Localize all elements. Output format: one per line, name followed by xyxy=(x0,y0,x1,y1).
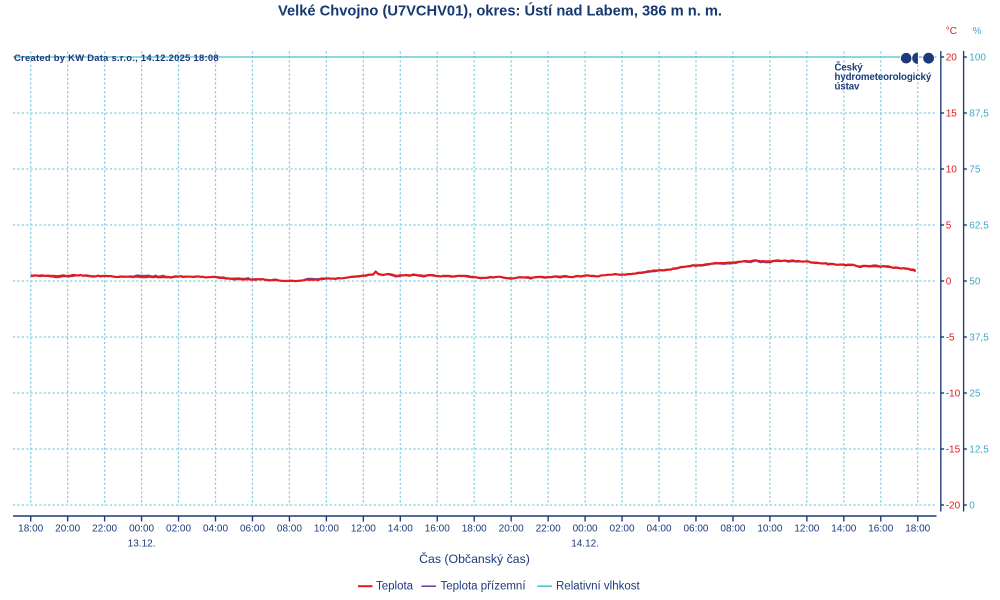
svg-text:20: 20 xyxy=(946,53,958,64)
svg-text:06:00: 06:00 xyxy=(240,524,265,535)
svg-text:16:00: 16:00 xyxy=(868,524,893,535)
svg-text:22:00: 22:00 xyxy=(92,524,117,535)
svg-text:18:00: 18:00 xyxy=(905,524,930,535)
svg-text:20:00: 20:00 xyxy=(55,524,80,535)
svg-text:-10: -10 xyxy=(946,389,961,400)
svg-text:Velké Chvojno (U7VCHV01), okre: Velké Chvojno (U7VCHV01), okres: Ústí na… xyxy=(278,2,722,20)
svg-text:14:00: 14:00 xyxy=(831,524,856,535)
svg-text:Teplota přízemní: Teplota přízemní xyxy=(441,581,527,593)
svg-text:02:00: 02:00 xyxy=(610,524,635,535)
svg-text:0: 0 xyxy=(946,277,952,288)
svg-text:00:00: 00:00 xyxy=(573,524,598,535)
svg-text:Český: Český xyxy=(835,62,864,74)
svg-text:10:00: 10:00 xyxy=(757,524,782,535)
svg-text:08:00: 08:00 xyxy=(277,524,302,535)
svg-text:10: 10 xyxy=(946,165,958,176)
svg-text:14.12.: 14.12. xyxy=(571,539,599,550)
svg-text:08:00: 08:00 xyxy=(720,524,745,535)
svg-text:62,5: 62,5 xyxy=(969,221,989,232)
svg-text:Created by KW Data s.r.o., 14.: Created by KW Data s.r.o., 14.12.2025 18… xyxy=(14,52,219,63)
svg-text:75: 75 xyxy=(969,165,981,176)
svg-text:Relativní vlhkost: Relativní vlhkost xyxy=(556,581,641,593)
svg-text:50: 50 xyxy=(969,277,981,288)
svg-text:12:00: 12:00 xyxy=(351,524,376,535)
svg-text:22:00: 22:00 xyxy=(536,524,561,535)
svg-text:100: 100 xyxy=(969,53,986,64)
svg-text:16:00: 16:00 xyxy=(425,524,450,535)
svg-text:25: 25 xyxy=(969,389,981,400)
svg-text:5: 5 xyxy=(946,221,952,232)
svg-text:04:00: 04:00 xyxy=(203,524,228,535)
svg-text:13.12.: 13.12. xyxy=(128,539,156,550)
svg-text:04:00: 04:00 xyxy=(647,524,672,535)
svg-text:18:00: 18:00 xyxy=(18,524,43,535)
svg-text:87,5: 87,5 xyxy=(969,109,989,120)
svg-text:12,5: 12,5 xyxy=(969,445,989,456)
svg-text:-5: -5 xyxy=(946,333,955,344)
svg-text:°C: °C xyxy=(946,26,957,37)
svg-text:hydrometeorologický: hydrometeorologický xyxy=(835,72,932,83)
svg-text:14:00: 14:00 xyxy=(388,524,413,535)
svg-text:15: 15 xyxy=(946,109,958,120)
svg-text:Čas (Občanský čas): Čas (Občanský čas) xyxy=(419,551,530,566)
svg-text:ústav: ústav xyxy=(835,82,861,93)
svg-text:-15: -15 xyxy=(946,445,961,456)
svg-text:Teplota: Teplota xyxy=(376,581,414,593)
svg-text:12:00: 12:00 xyxy=(794,524,819,535)
svg-text:0: 0 xyxy=(969,501,975,512)
svg-text:06:00: 06:00 xyxy=(683,524,708,535)
svg-text:%: % xyxy=(973,26,982,37)
svg-text:37,5: 37,5 xyxy=(969,333,989,344)
svg-text:00:00: 00:00 xyxy=(129,524,154,535)
svg-text:20:00: 20:00 xyxy=(499,524,524,535)
svg-text:18:00: 18:00 xyxy=(462,524,487,535)
svg-text:02:00: 02:00 xyxy=(166,524,191,535)
svg-text:10:00: 10:00 xyxy=(314,524,339,535)
svg-text:-20: -20 xyxy=(946,501,961,512)
